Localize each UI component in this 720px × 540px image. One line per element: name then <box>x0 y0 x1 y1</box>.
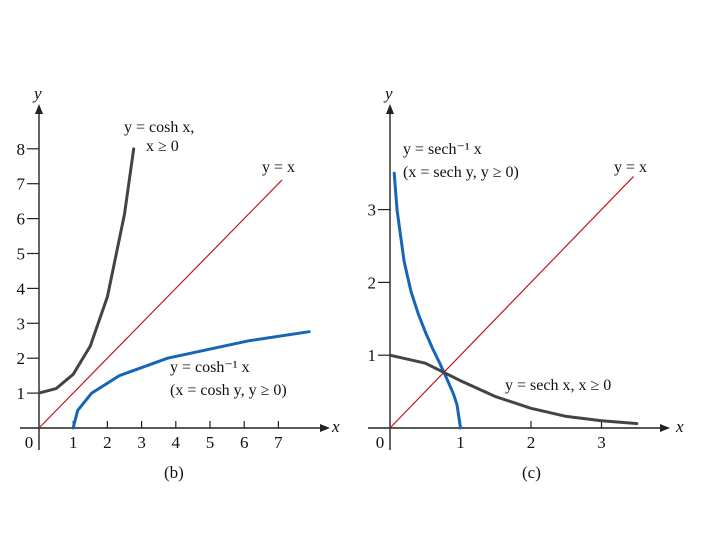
panel-c-x-tick-label: 3 <box>597 433 606 452</box>
panel-c-x-tick-label: 1 <box>456 433 465 452</box>
panel-b-series-line-2 <box>71 330 311 430</box>
panel-b-series-line-1 <box>38 179 283 429</box>
panel-b-y-tick-label: 2 <box>17 349 26 368</box>
panel-b-x-tick-label: 3 <box>137 433 146 452</box>
panel-b-y-tick-label: 1 <box>17 384 26 403</box>
panel-b-y-tick-label: 8 <box>17 140 26 159</box>
panel-b-x-tick-label: 0 <box>25 433 34 452</box>
panel-b-x-tick-label: 5 <box>206 433 215 452</box>
panel-b-x-tick-label: 6 <box>240 433 249 452</box>
panel-b-identity-label: y = x <box>262 159 295 176</box>
panel-b-y-tick-label: 4 <box>17 279 26 298</box>
panel-c-series-line-1 <box>389 176 634 429</box>
panel-b-x-tick-label: 1 <box>69 433 78 452</box>
panel-c-y-tick-label: 3 <box>368 201 377 220</box>
panel-b-label: (b) <box>164 463 184 482</box>
panel-b-cosh-label-1: y = cosh x, <box>124 119 194 136</box>
panel-b-x-arrow <box>320 424 330 432</box>
panel-b-y-tick-label: 6 <box>17 210 26 229</box>
panel-c-y-arrow <box>386 104 394 114</box>
panel-c-x-label: x <box>675 417 684 436</box>
panel-c-sech-label: y = sech x, x ≥ 0 <box>505 377 611 394</box>
panel-c-series-line-0 <box>392 171 462 430</box>
panel-c-asech-label-2: (x = sech y, y ≥ 0) <box>403 164 519 181</box>
panel-b-y-tick-label: 3 <box>17 314 26 333</box>
panel-b-y-tick-label: 5 <box>17 245 26 264</box>
panel-c-x-tick-label: 0 <box>376 433 385 452</box>
panel-b-ticks: 0 1 2 3 4 5 6 7 1 2 3 4 5 6 7 8 <box>17 140 284 452</box>
panel-c-x-arrow <box>660 424 670 432</box>
panel-c-asech-label-1: y = sech⁻¹ x <box>403 141 482 158</box>
panel-b-series-line-0 <box>37 147 136 395</box>
panel-b-cosh-label-2: x ≥ 0 <box>146 138 179 155</box>
panel-c-series-line-2 <box>388 353 639 426</box>
panel-c-series <box>388 171 639 430</box>
panel-b-x-tick-label: 4 <box>172 433 181 452</box>
panel-b-y-arrow <box>35 104 43 114</box>
panel-c-y-tick-label: 2 <box>368 273 377 292</box>
panel-b-acosh-label-2: (x = cosh y, y ≥ 0) <box>170 382 287 399</box>
panel-c-label: (c) <box>522 463 541 482</box>
panel-c-y-tick-label: 1 <box>368 346 377 365</box>
panel-b-y-tick-label: 7 <box>17 175 26 194</box>
panel-b-y-label: y <box>32 84 42 103</box>
panel-b-x-tick-label: 2 <box>103 433 112 452</box>
panel-c-y-label: y <box>383 84 393 103</box>
panel-b-acosh-label-1: y = cosh⁻¹ x <box>170 359 250 376</box>
panel-c-x-tick-label: 2 <box>527 433 536 452</box>
panel-b-series <box>37 147 311 430</box>
panel-b-x-tick-label: 7 <box>274 433 283 452</box>
panel-b-chart: x y (b) 0 1 2 3 4 5 6 7 1 2 3 4 5 6 7 8 y = cosh x, x ≥… <box>17 84 341 482</box>
panel-b-x-label: x <box>331 417 340 436</box>
panel-c-chart: x y (c) 0 1 2 3 1 2 3 y = sech⁻¹ x (x = sech y… <box>368 84 685 482</box>
panel-c-identity-label: y = x <box>614 159 647 176</box>
